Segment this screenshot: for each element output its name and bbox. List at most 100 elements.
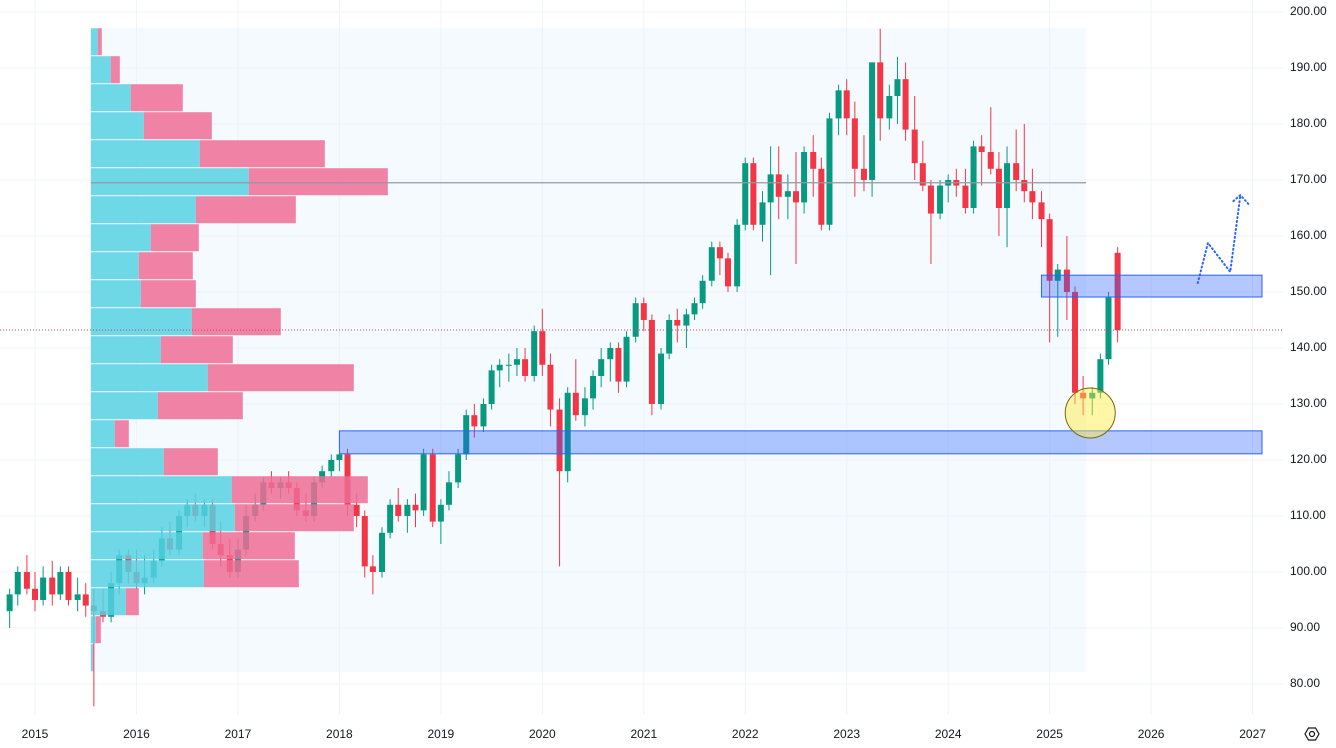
x-tick-label: 2026 — [1138, 727, 1165, 741]
profile-up-bar — [90, 532, 203, 560]
candle-body — [496, 364, 503, 371]
candle-body — [843, 90, 850, 119]
candle-body — [666, 319, 673, 354]
profile-down-bar — [234, 504, 354, 532]
profile-up-bar — [90, 588, 126, 616]
y-tick-label: 100.00 — [1290, 564, 1327, 578]
y-tick-label: 130.00 — [1290, 396, 1327, 410]
candle-body — [74, 594, 81, 600]
candle-body — [835, 90, 842, 119]
candle-body — [65, 571, 72, 600]
profile-up-bar — [90, 364, 208, 392]
profile-up-bar — [90, 392, 158, 420]
candle-body — [750, 163, 757, 225]
y-tick-label: 90.00 — [1290, 620, 1320, 634]
x-tick-label: 2027 — [1239, 727, 1266, 741]
candle-body — [455, 454, 462, 483]
candle-body — [513, 359, 520, 365]
candle-body — [6, 594, 13, 612]
candle-body — [615, 347, 622, 382]
candle-body — [640, 303, 647, 320]
candle-body — [1004, 163, 1011, 208]
y-tick-label: 200.00 — [1290, 4, 1327, 18]
highlight-circle — [1064, 387, 1116, 439]
settings-dot[interactable] — [1308, 730, 1316, 738]
profile-up-bar — [90, 252, 139, 280]
candle-body — [767, 174, 774, 203]
profile-down-bar — [125, 588, 139, 616]
x-tick-label: 2016 — [123, 727, 150, 741]
profile-down-bar — [138, 252, 193, 280]
candle-body — [911, 129, 918, 164]
candle-body — [437, 504, 444, 522]
candle-body — [894, 79, 901, 96]
profile-up-bar — [90, 196, 196, 224]
candle-body — [742, 163, 749, 225]
candle-body — [995, 168, 1002, 208]
y-tick-label: 170.00 — [1290, 172, 1327, 186]
candle-body — [1114, 252, 1121, 331]
profile-up-bar — [90, 504, 235, 532]
candle-body — [361, 515, 368, 567]
profile-up-bar — [90, 420, 115, 448]
candle-body — [699, 280, 706, 304]
candle-body — [1097, 359, 1104, 393]
candle-body — [716, 247, 723, 259]
candle-body — [869, 62, 876, 180]
profile-up-bar — [90, 280, 141, 308]
candle-body — [818, 168, 825, 225]
candle-body — [623, 336, 630, 382]
candle-body — [607, 347, 614, 360]
candle-body — [937, 185, 944, 214]
profile-up-bar — [90, 56, 111, 84]
profile-down-bar — [92, 644, 94, 672]
candle-body — [522, 359, 529, 376]
candle-body — [564, 392, 571, 472]
settings-hexagon[interactable] — [1304, 727, 1320, 741]
x-tick-label: 2021 — [630, 727, 657, 741]
profile-down-bar — [160, 336, 233, 364]
profile-up-bar — [90, 308, 192, 336]
candle-body — [471, 415, 478, 427]
candle-body — [902, 79, 909, 130]
candle-body — [962, 185, 969, 208]
settings-icon[interactable] — [1304, 727, 1320, 741]
candle-body — [927, 185, 934, 214]
candle-body — [445, 482, 452, 505]
candle-body — [1072, 291, 1079, 393]
profile-down-bar — [203, 560, 299, 588]
candle-body — [598, 359, 605, 376]
candle-body — [851, 118, 858, 169]
profile-down-bar — [163, 448, 218, 476]
candle-body — [987, 151, 994, 169]
zone-box — [338, 430, 1263, 455]
candle-body — [420, 454, 427, 511]
profile-down-bar — [199, 140, 325, 168]
profile-rows — [90, 28, 388, 672]
profile-down-bar — [195, 196, 296, 224]
profile-up-bar — [90, 476, 232, 504]
projection-arrowhead — [1232, 193, 1251, 207]
candle-body — [23, 571, 30, 589]
candle-body — [725, 258, 732, 287]
y-tick-label: 80.00 — [1290, 676, 1320, 690]
drawings — [0, 182, 1282, 455]
candle-body — [1063, 269, 1070, 292]
x-tick-label: 2020 — [529, 727, 556, 741]
x-tick-label: 2019 — [428, 727, 455, 741]
profile-down-bar — [130, 84, 183, 112]
candle-body — [775, 174, 782, 197]
y-tick-label: 190.00 — [1290, 60, 1327, 74]
candle-body — [1080, 392, 1087, 399]
candle-body — [632, 303, 639, 337]
profile-up-bar — [90, 448, 164, 476]
candle-body — [877, 62, 884, 119]
profile-up-bar — [90, 336, 161, 364]
candle-body — [978, 146, 985, 152]
x-tick-label: 2024 — [935, 727, 962, 741]
candle-body — [480, 403, 487, 427]
profile-up-bar — [90, 112, 144, 140]
candle-body — [82, 594, 89, 606]
candle-body — [353, 504, 360, 516]
